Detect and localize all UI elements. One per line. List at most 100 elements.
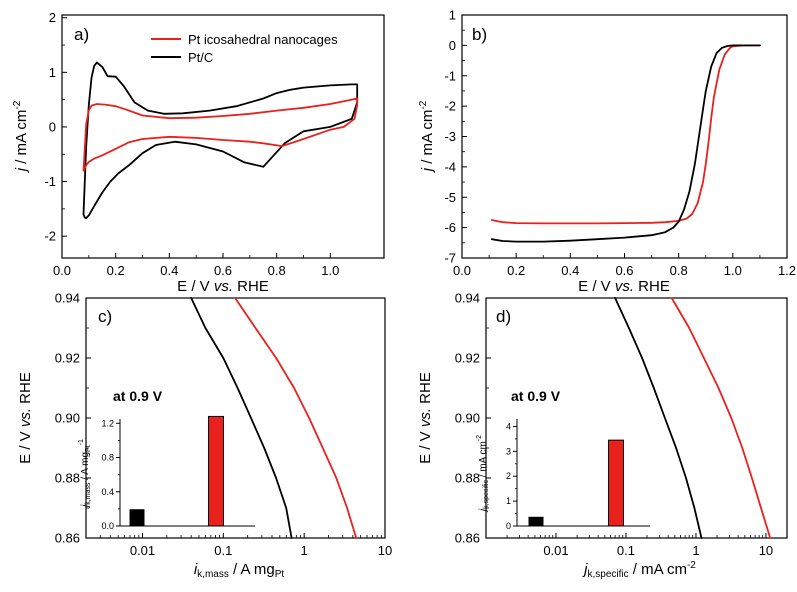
panel-b-xtick-label: 1.2: [778, 263, 796, 278]
panel-d-ytick-label: 0.86: [455, 531, 480, 546]
panel-a-xtick-label: 0.2: [107, 263, 125, 278]
panel-b-ytick-label: 0: [449, 38, 456, 53]
panel-d-inset: 0 1 2 3 4: [506, 419, 650, 531]
panel-d-xtick-label: 0.01: [543, 543, 568, 558]
panel-c-inset-bar-pt-icosahedral-nanocages: [208, 415, 224, 527]
panel-b-series-pt-c: [490, 44, 761, 243]
panel-a-ylabel: j / mA cm-2: [12, 100, 30, 173]
panel-c-letter: c): [98, 307, 112, 326]
panel-b-xtick-label: 0.8: [670, 263, 688, 278]
panel-c-ytick-label: 0.90: [55, 411, 80, 426]
panel-c-inset-ytick-label: 0.8: [101, 453, 114, 463]
panel-b-ytick-label: -1: [444, 68, 456, 83]
panel-c-ytick-label: 0.94: [55, 291, 80, 306]
panel-b-ytick-label: -2: [444, 99, 456, 114]
panel-c-ylabel: E / V vs. RHE: [17, 372, 34, 464]
panel-a-frame: [61, 14, 385, 259]
panel-a-xlabel: E / V vs. RHE: [177, 278, 269, 295]
legend: Pt icosahedral nanocages Pt/C: [151, 32, 338, 65]
panel-d-inset-title: at 0.9 V: [511, 388, 561, 404]
panel-d-ytick-label: 0.88: [455, 471, 480, 486]
panel-b-ytick-label: 1: [449, 8, 456, 23]
panel-d-inset-axes: [516, 419, 650, 527]
panel-d-ytick-label: 0.94: [455, 291, 480, 306]
panel-a-xtick-label: 1.0: [321, 263, 339, 278]
panel-c-inset-ytick-label: 1.2: [101, 418, 114, 428]
panel-b-xtick-label: 0.0: [453, 263, 471, 278]
panel-d-series: [614, 297, 772, 539]
panel-c-frame: [85, 297, 386, 539]
panel-d-letter: d): [496, 307, 511, 326]
panel-d-xtick-label: 0.1: [617, 543, 635, 558]
panel-d-series-pt-icosahedral-nanocages: [670, 297, 772, 539]
panel-d-ytick-label: 0.92: [455, 351, 480, 366]
panel-d-inset-ytick-label: 4: [506, 421, 511, 431]
panel-d-xlabel: jk,specific / mA cm-2: [582, 560, 696, 580]
panel-c-series-pt-icosahedral-nanocages: [234, 297, 358, 539]
panel-c-series: [190, 297, 358, 539]
panel-a: 0.0 0.2 0.4 0.6 0.8 1.0 -2 -1 0 1 2 a) Pt icosahed…: [12, 10, 385, 295]
panel-a-xtick-label: 0.0: [53, 263, 71, 278]
panel-b-letter: b): [472, 25, 487, 44]
panel-c-ytick-label: 0.88: [55, 471, 80, 486]
panel-a-ytick-label: 0: [49, 119, 56, 134]
panel-d-frame: [485, 297, 788, 539]
panel-a-series: [82, 61, 359, 220]
panel-d-inset-ylabel: jk,specific / mA cm-2: [476, 435, 490, 513]
panel-c-xtick-label: 0.01: [130, 543, 155, 558]
panel-c-ytick-label: 0.92: [55, 351, 80, 366]
panel-b-xtick-label: 1.0: [724, 263, 742, 278]
panel-c-inset-ytick-label: 0.4: [101, 487, 114, 497]
panel-c-inset-title: at 0.9 V: [113, 388, 163, 404]
panel-c-inset-ylabel: jk,mass / A mgPt-1: [78, 439, 92, 509]
panel-b-series: [490, 44, 761, 243]
panel-a-series-pt-icosahedral-nanocages: [82, 97, 359, 172]
panel-d-inset-ytick-label: 2: [506, 471, 511, 481]
legend-label-pt-nanocages: Pt icosahedral nanocages: [188, 32, 338, 47]
legend-label-pt-c: Pt/C: [188, 50, 213, 65]
panel-c-xtick-label: 10: [378, 543, 392, 558]
panel-c-xlabel: ik,mass / A mgPt: [194, 561, 285, 580]
panel-c-ytick-label: 0.86: [55, 531, 80, 546]
panel-b-series-pt-icosahedral-nanocages: [490, 44, 761, 225]
panel-b-ytick-label: -4: [444, 159, 456, 174]
panel-c-inset-bar-pt-c: [129, 509, 145, 527]
panel-a-ticks: 0.0 0.2 0.4 0.6 0.8 1.0 -2 -1 0 1 2: [44, 10, 339, 278]
panel-c-inset-ytick-label: 0.0: [101, 521, 114, 531]
panel-b-frame: [461, 14, 788, 259]
panel-c-xtick-label: 0.1: [214, 543, 232, 558]
panel-d-inset-ytick-label: 1: [506, 496, 511, 506]
panel-d-xtick-label: 10: [759, 543, 773, 558]
panel-d: 0.01 0.1 1 100.860.880.900.920.94 d) at 0.9…: [417, 291, 788, 580]
panel-b-ytick-label: -3: [444, 129, 456, 144]
panel-b-ytick-label: -7: [444, 251, 456, 266]
panel-b-ytick-label: -6: [444, 220, 456, 235]
panel-a-ytick-label: -2: [44, 229, 56, 244]
panel-a-series-pt-c: [82, 61, 359, 220]
panel-b-xtick-label: 0.4: [561, 263, 579, 278]
panel-b-xtick-label: 0.2: [507, 263, 525, 278]
panel-b-ytick-label: -5: [444, 190, 456, 205]
panel-d-inset-ytick-label: 3: [506, 446, 511, 456]
panel-c-series-pt-c: [190, 297, 293, 539]
panel-b: 0.0 0.2 0.4 0.6 0.8 1.0 1.2 -7 -6 -5 -4 -3 -2 -1 0 1 b)…: [418, 8, 796, 296]
panel-a-ytick-label: -1: [44, 174, 56, 189]
panel-a-letter: a): [74, 25, 89, 44]
panel-d-inset-ytick-label: 0: [506, 521, 511, 531]
panel-d-xtick-label: 1: [692, 543, 699, 558]
panel-b-ticks: 0.0 0.2 0.4 0.6 0.8 1.0 1.2 -7 -6 -5 -4 -3 -2 -1 0 1: [444, 8, 796, 279]
panel-b-xtick-label: 0.6: [615, 263, 633, 278]
panel-c-xtick-label: 1: [301, 543, 308, 558]
panel-d-inset-bar-pt-icosahedral-nanocages: [608, 439, 624, 527]
panel-a-ytick-label: 2: [49, 10, 56, 25]
panel-a-ytick-label: 1: [49, 65, 56, 80]
panel-c: 0.01 0.1 1 10 0.86 0.88 0.90 0.92 0.94 c) at 0.9…: [17, 291, 392, 581]
panel-a-xtick-label: 0.6: [214, 263, 232, 278]
panel-c-ticks: 0.01 0.1 1 10 0.86 0.88 0.90 0.92 0.94: [55, 291, 393, 559]
panel-b-ylabel: j / mA cm-2: [418, 100, 436, 173]
panel-d-ylabel: E / V vs. RHE: [417, 372, 434, 464]
panel-b-xlabel: E / V vs. RHE: [578, 278, 670, 295]
panel-d-ticks: 0.01 0.1 1 100.860.880.900.920.94: [455, 291, 773, 559]
panel-c-inset: 0.0 0.4 0.8 1.2: [101, 415, 255, 531]
